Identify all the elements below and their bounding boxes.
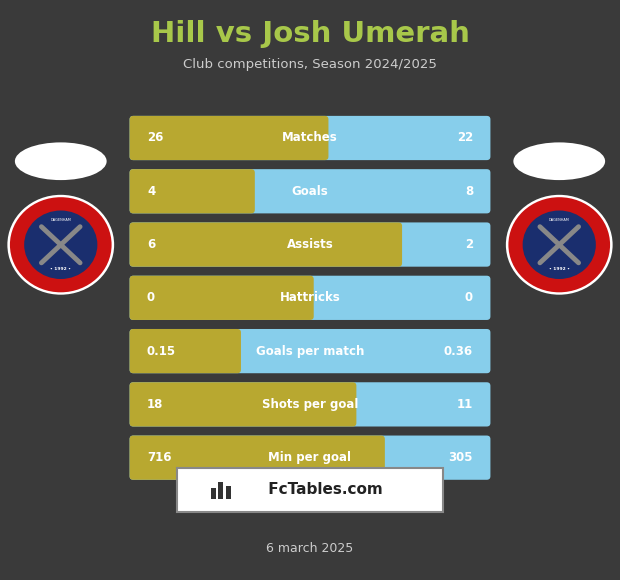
FancyBboxPatch shape [130, 436, 385, 480]
Text: • 1992 •: • 1992 • [50, 267, 71, 271]
Text: DAGENHAM: DAGENHAM [549, 218, 570, 222]
Circle shape [24, 211, 97, 279]
Text: Hattricks: Hattricks [280, 291, 340, 305]
FancyBboxPatch shape [130, 276, 314, 320]
Text: • 1992 •: • 1992 • [549, 267, 570, 271]
Circle shape [506, 195, 613, 295]
Text: Hill vs Josh Umerah: Hill vs Josh Umerah [151, 20, 469, 48]
Text: 18: 18 [147, 398, 163, 411]
Text: Assists: Assists [286, 238, 334, 251]
Text: DAGENHAM: DAGENHAM [50, 218, 71, 222]
Text: 0.36: 0.36 [444, 345, 473, 358]
Text: 0: 0 [465, 291, 473, 305]
FancyBboxPatch shape [130, 329, 490, 374]
FancyBboxPatch shape [130, 169, 490, 213]
FancyBboxPatch shape [130, 329, 241, 374]
Text: 2: 2 [465, 238, 473, 251]
FancyBboxPatch shape [130, 436, 490, 480]
Text: 0.15: 0.15 [147, 345, 176, 358]
Text: Matches: Matches [282, 132, 338, 144]
Text: 8: 8 [465, 185, 473, 198]
Bar [211, 488, 216, 498]
FancyBboxPatch shape [130, 116, 329, 160]
FancyBboxPatch shape [130, 116, 490, 160]
Bar [218, 483, 223, 498]
Text: 305: 305 [448, 451, 473, 464]
Ellipse shape [15, 142, 107, 180]
Text: 6: 6 [147, 238, 155, 251]
Ellipse shape [513, 142, 605, 180]
Text: 6 march 2025: 6 march 2025 [267, 542, 353, 554]
FancyBboxPatch shape [130, 276, 490, 320]
Text: FcTables.com: FcTables.com [262, 483, 383, 497]
FancyBboxPatch shape [130, 382, 356, 426]
Text: 0: 0 [147, 291, 155, 305]
FancyBboxPatch shape [130, 222, 490, 267]
Text: Goals per match: Goals per match [256, 345, 364, 358]
Text: Shots per goal: Shots per goal [262, 398, 358, 411]
Circle shape [523, 211, 596, 279]
Text: 26: 26 [147, 132, 163, 144]
Text: 22: 22 [457, 132, 473, 144]
Text: Club competitions, Season 2024/2025: Club competitions, Season 2024/2025 [183, 58, 437, 71]
Text: Goals: Goals [291, 185, 329, 198]
FancyBboxPatch shape [177, 468, 443, 512]
Bar [226, 486, 231, 498]
Text: 4: 4 [147, 185, 155, 198]
FancyBboxPatch shape [130, 382, 490, 426]
Circle shape [508, 197, 610, 292]
Text: Min per goal: Min per goal [268, 451, 352, 464]
Text: 716: 716 [147, 451, 172, 464]
Circle shape [10, 197, 112, 292]
Circle shape [7, 195, 114, 295]
FancyBboxPatch shape [130, 169, 255, 213]
Text: 11: 11 [457, 398, 473, 411]
FancyBboxPatch shape [130, 222, 402, 267]
